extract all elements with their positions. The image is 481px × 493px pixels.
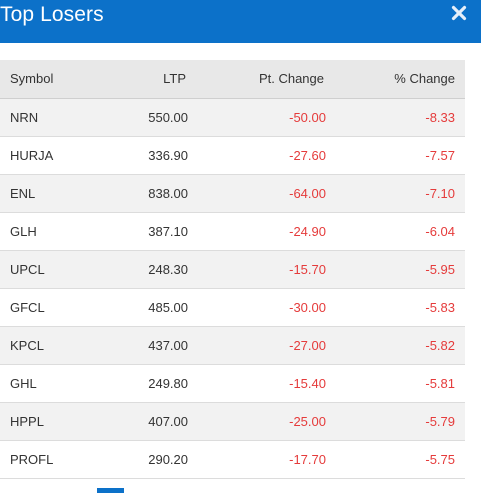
losers-table-container: Symbol LTP Pt. Change % Change NRN 550.0…: [0, 60, 465, 479]
modal-header: Top Losers: [0, 0, 481, 43]
cell-ltp: 290.20: [108, 440, 188, 479]
cell-pt-change: -30.00: [188, 288, 326, 327]
cell-symbol: NRN: [0, 98, 108, 137]
table-row[interactable]: PROFL 290.20 -17.70 -5.75: [0, 440, 465, 479]
cell-pt-change: -15.70: [188, 250, 326, 289]
cell-pct-change: -5.81: [326, 364, 465, 403]
cell-pct-change: -5.95: [326, 250, 465, 289]
table-body: NRN 550.00 -50.00 -8.33 HURJA 336.90 -27…: [0, 98, 465, 479]
cell-symbol: PROFL: [0, 440, 108, 479]
cell-ltp: 248.30: [108, 250, 188, 289]
column-header-pt-change[interactable]: Pt. Change: [188, 60, 326, 99]
table-row[interactable]: GHL 249.80 -15.40 -5.81: [0, 364, 465, 403]
cell-pt-change: -50.00: [188, 98, 326, 137]
losers-table: Symbol LTP Pt. Change % Change NRN 550.0…: [0, 60, 465, 479]
cell-ltp: 336.90: [108, 136, 188, 175]
cell-pt-change: -25.00: [188, 402, 326, 441]
table-row[interactable]: GFCL 485.00 -30.00 -5.83: [0, 288, 465, 327]
cell-pt-change: -64.00: [188, 174, 326, 213]
modal-title: Top Losers: [0, 3, 104, 26]
table-row[interactable]: UPCL 248.30 -15.70 -5.95: [0, 250, 465, 289]
table-row[interactable]: KPCL 437.00 -27.00 -5.82: [0, 326, 465, 365]
cell-pt-change: -15.40: [188, 364, 326, 403]
cell-pct-change: -6.04: [326, 212, 465, 251]
table-row[interactable]: GLH 387.10 -24.90 -6.04: [0, 212, 465, 251]
cell-pct-change: -8.33: [326, 98, 465, 137]
cell-symbol: KPCL: [0, 326, 108, 365]
cell-ltp: 485.00: [108, 288, 188, 327]
cell-ltp: 838.00: [108, 174, 188, 213]
cell-pt-change: -24.90: [188, 212, 326, 251]
horizontal-scrollbar-thumb[interactable]: [97, 488, 124, 493]
table-row[interactable]: HPPL 407.00 -25.00 -5.79: [0, 402, 465, 441]
column-header-symbol[interactable]: Symbol: [0, 60, 108, 99]
table-row[interactable]: HURJA 336.90 -27.60 -7.57: [0, 136, 465, 175]
cell-symbol: HPPL: [0, 402, 108, 441]
table-header-row: Symbol LTP Pt. Change % Change: [0, 60, 465, 99]
cell-symbol: GHL: [0, 364, 108, 403]
cell-pct-change: -5.83: [326, 288, 465, 327]
cell-ltp: 387.10: [108, 212, 188, 251]
close-icon-glyph: [451, 5, 467, 21]
cell-symbol: UPCL: [0, 250, 108, 289]
cell-pct-change: -5.79: [326, 402, 465, 441]
cell-ltp: 550.00: [108, 98, 188, 137]
cell-symbol: GLH: [0, 212, 108, 251]
cell-ltp: 249.80: [108, 364, 188, 403]
cell-pct-change: -7.57: [326, 136, 465, 175]
close-icon[interactable]: [451, 5, 467, 21]
cell-symbol: ENL: [0, 174, 108, 213]
cell-ltp: 437.00: [108, 326, 188, 365]
cell-symbol: GFCL: [0, 288, 108, 327]
cell-pct-change: -5.82: [326, 326, 465, 365]
table-row[interactable]: NRN 550.00 -50.00 -8.33: [0, 98, 465, 137]
cell-symbol: HURJA: [0, 136, 108, 175]
cell-ltp: 407.00: [108, 402, 188, 441]
cell-pt-change: -27.60: [188, 136, 326, 175]
cell-pt-change: -17.70: [188, 440, 326, 479]
cell-pct-change: -5.75: [326, 440, 465, 479]
cell-pct-change: -7.10: [326, 174, 465, 213]
cell-pt-change: -27.00: [188, 326, 326, 365]
column-header-ltp[interactable]: LTP: [108, 60, 188, 99]
table-row[interactable]: ENL 838.00 -64.00 -7.10: [0, 174, 465, 213]
column-header-pct-change[interactable]: % Change: [326, 60, 465, 99]
